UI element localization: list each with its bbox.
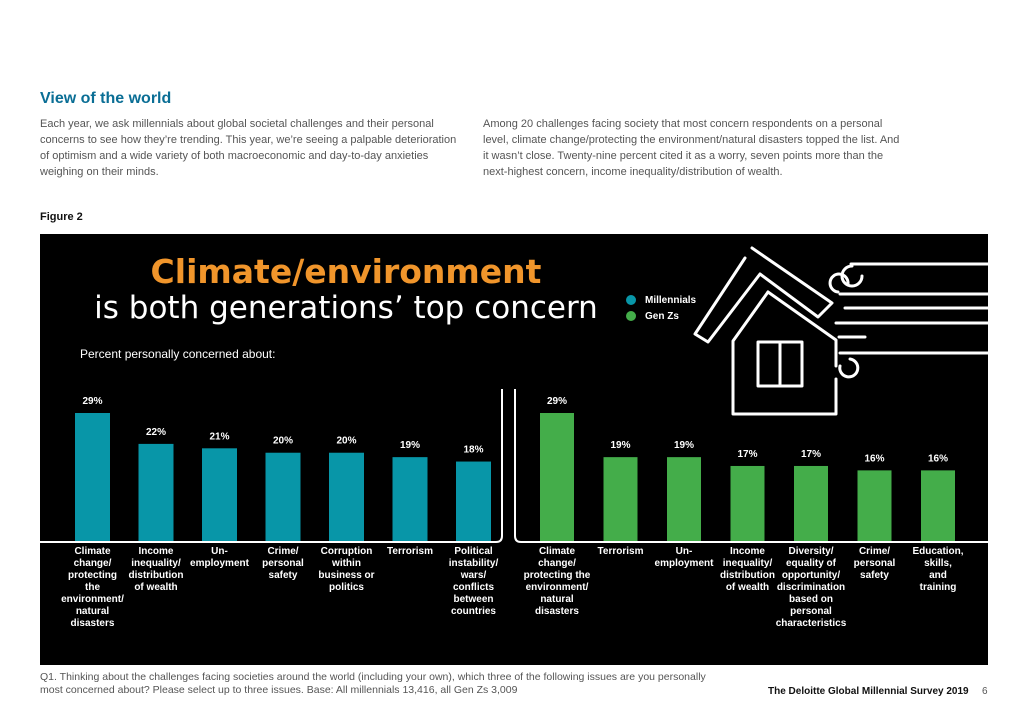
millennials-category-label: Terrorism bbox=[387, 546, 433, 557]
millennials-bar-label: 19% bbox=[400, 440, 420, 451]
millennials-bar-label: 29% bbox=[82, 396, 102, 407]
chart-legend: Millennials Gen Zs bbox=[626, 292, 696, 324]
intro-paragraph-right: Among 20 challenges facing society that … bbox=[483, 118, 900, 178]
house-wind-icon bbox=[693, 246, 988, 416]
legend-item-genz: Gen Zs bbox=[626, 308, 696, 324]
genz-bar-label: 16% bbox=[928, 453, 948, 464]
genz-category-label: Terrorism bbox=[597, 546, 644, 557]
millennials-category-label: Political instability/ wars/ conflicts b… bbox=[448, 546, 499, 617]
genz-bar bbox=[540, 413, 574, 541]
millennials-category-label: Corruption within business or politics bbox=[318, 546, 375, 593]
millennials-bar bbox=[392, 457, 428, 541]
genz-bar bbox=[730, 465, 765, 541]
millennials-bar bbox=[75, 413, 110, 541]
genz-bar bbox=[857, 470, 892, 541]
footnote: Q1. Thinking about the challenges facing… bbox=[40, 671, 706, 696]
millennials-category-label: Un- employment bbox=[190, 546, 249, 569]
section-title: View of the world bbox=[40, 90, 172, 107]
millennials-bar-label: 21% bbox=[209, 431, 229, 442]
bracket-genz bbox=[514, 389, 988, 543]
y-axis-label: Percent personally concerned about: bbox=[80, 347, 276, 361]
millennials-bar bbox=[456, 461, 491, 541]
genz-bar-label: 16% bbox=[864, 453, 884, 464]
genz-category-label: Diversity/ equality of opportunity/ disc… bbox=[775, 546, 847, 629]
bracket-millennials bbox=[40, 389, 503, 543]
genz-bar-label: 19% bbox=[674, 440, 694, 451]
genz-bar-label: 17% bbox=[737, 449, 757, 460]
genz-bar-label: 29% bbox=[547, 396, 567, 407]
legend-swatch-genz bbox=[626, 311, 636, 321]
millennials-category-label: Climate change/ protecting the environme… bbox=[61, 546, 124, 629]
millennials-bar bbox=[329, 452, 364, 541]
legend-swatch-millennials bbox=[626, 295, 636, 305]
millennials-bar-label: 18% bbox=[463, 445, 483, 456]
chart-title: Climate/environment bbox=[150, 252, 542, 291]
genz-bar bbox=[794, 465, 828, 541]
millennials-bar-label: 22% bbox=[146, 427, 166, 438]
genz-category-label: Crime/ personal safety bbox=[853, 546, 896, 581]
genz-bar-label: 17% bbox=[801, 449, 821, 460]
millennials-category-label: Income inequality/ distribution of wealt… bbox=[128, 546, 184, 593]
genz-category-label: Climate change/ protecting the environme… bbox=[523, 546, 591, 617]
genz-category-label: Income inequality/ distribution of wealt… bbox=[720, 546, 775, 593]
genz-bar bbox=[921, 470, 955, 541]
legend-label-genz: Gen Zs bbox=[645, 310, 679, 322]
legend-item-millennials: Millennials bbox=[626, 292, 696, 308]
figure-label: Figure 2 bbox=[40, 211, 83, 223]
genz-category-label: Education, skills, and training bbox=[912, 546, 964, 593]
millennials-bar-label: 20% bbox=[336, 436, 356, 447]
genz-bar-label: 19% bbox=[610, 440, 630, 451]
legend-label-millennials: Millennials bbox=[645, 294, 697, 306]
millennials-category-label: Crime/ personal safety bbox=[262, 546, 304, 581]
millennials-bar bbox=[202, 448, 237, 541]
genz-category-label: Un- employment bbox=[654, 546, 714, 569]
page-number: 6 bbox=[982, 686, 988, 697]
millennials-bar bbox=[138, 443, 174, 541]
intro-paragraph-left: Each year, we ask millennials about glob… bbox=[40, 118, 457, 178]
genz-bar bbox=[667, 457, 701, 541]
chart-panel: Climate/environment is both generations’… bbox=[40, 234, 988, 665]
millennials-bar-label: 20% bbox=[273, 436, 293, 447]
footer-title: The Deloitte Global Millennial Survey 20… bbox=[768, 686, 969, 697]
chart-subtitle: is both generations’ top concern bbox=[94, 290, 598, 326]
bar-chart: 29% 22% 21% 20% 20% 19% 18% 29% 19% 19% 17% 17% 16% 1… bbox=[40, 246, 988, 543]
genz-bar bbox=[603, 457, 638, 541]
millennials-bar bbox=[265, 452, 301, 541]
